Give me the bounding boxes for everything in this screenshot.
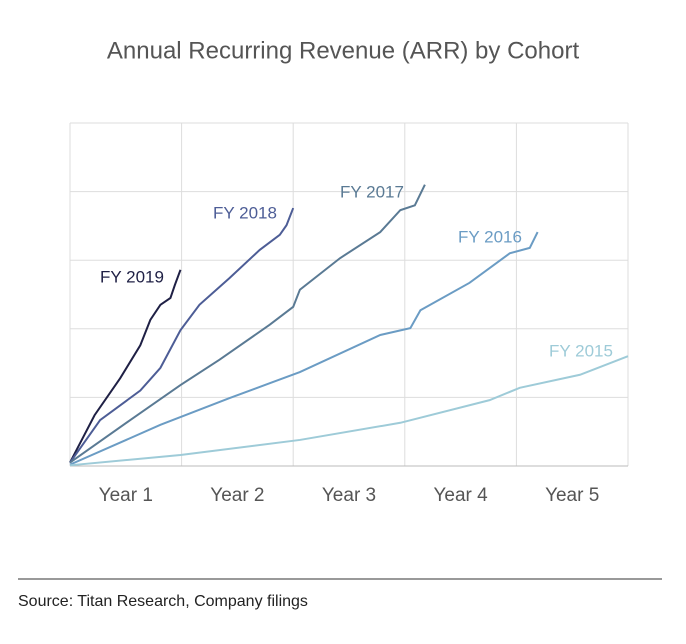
x-tick-label: Year 1 — [99, 485, 153, 506]
x-tick-label: Year 2 — [210, 485, 264, 506]
series-label: FY 2017 — [340, 182, 404, 201]
series-line — [69, 184, 426, 464]
series-label: FY 2019 — [100, 267, 164, 286]
x-tick-label: Year 5 — [545, 485, 599, 506]
x-tick-label: Year 4 — [433, 485, 488, 506]
source-note: Source: Titan Research, Company filings — [18, 593, 308, 610]
series-line — [69, 355, 629, 467]
series-label: FY 2016 — [458, 227, 522, 246]
series-line — [69, 269, 182, 464]
series-label: FY 2018 — [213, 203, 277, 222]
series-line — [69, 207, 295, 464]
x-tick-label: Year 3 — [322, 485, 376, 506]
series-label: FY 2015 — [549, 341, 613, 360]
series-line — [69, 231, 539, 466]
chart-title: Annual Recurring Revenue (ARR) by Cohort — [107, 37, 580, 64]
